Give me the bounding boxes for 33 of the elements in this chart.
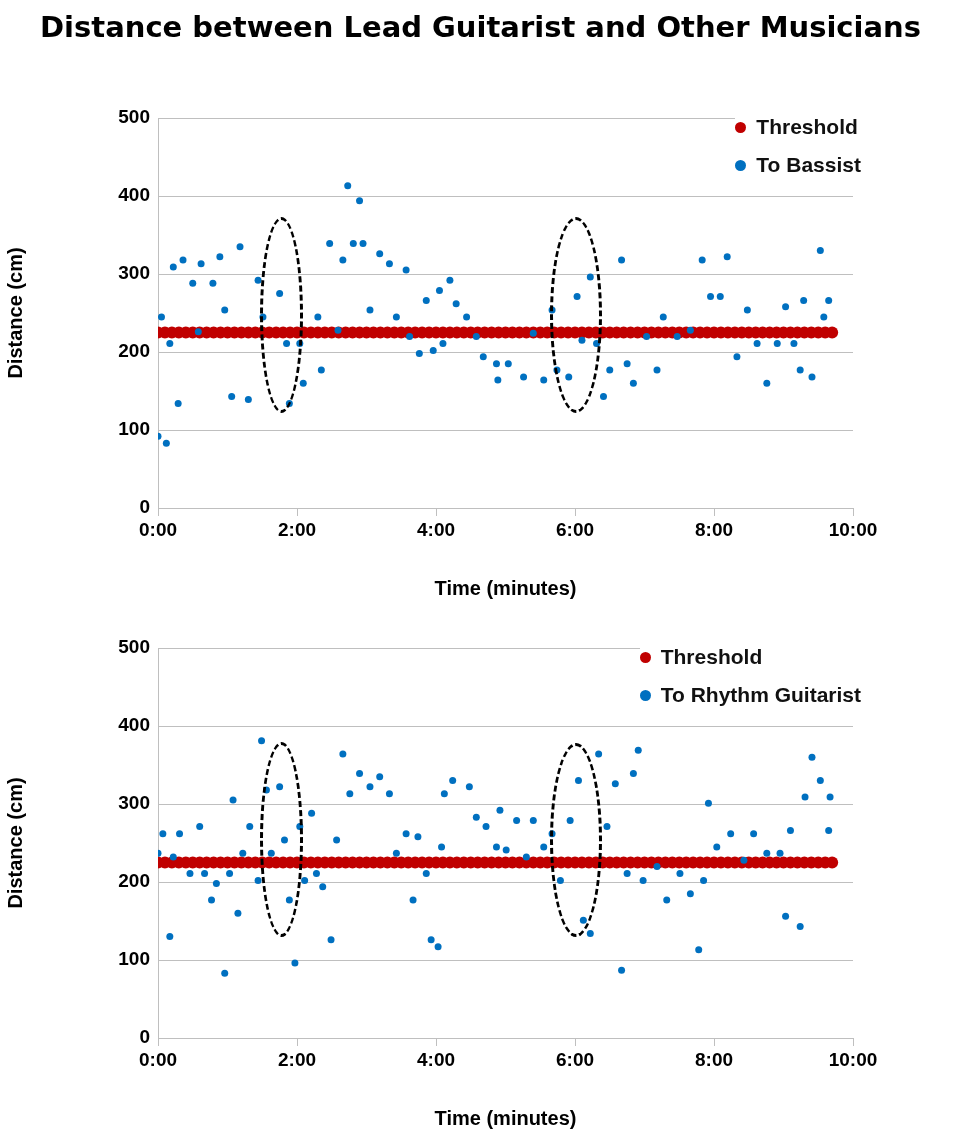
- y-tick-label: 200: [118, 340, 150, 362]
- x-tick-label: 4:00: [416, 518, 456, 540]
- y-tick-label: 100: [118, 948, 150, 970]
- y-tick-label: 200: [118, 870, 150, 892]
- y-tick-label: 0: [139, 1026, 150, 1048]
- y-tick-label: 0: [139, 496, 150, 518]
- x-tick-label: 0:00: [138, 518, 178, 540]
- x-tick-label: 4:00: [416, 1048, 456, 1070]
- x-tick-label: 6:00: [555, 518, 595, 540]
- x-tick-label: 8:00: [694, 1048, 734, 1070]
- x-tick-label: 8:00: [694, 518, 734, 540]
- x-tick-label: 0:00: [138, 1048, 178, 1070]
- chart-title: Distance between Lead Guitarist and Other Musicians: [39, 10, 922, 44]
- legend-label: To Rhythm Guitarist: [660, 683, 861, 707]
- y-tick-label: 500: [118, 106, 150, 128]
- y-tick-label: 300: [118, 262, 150, 284]
- y-tick-label: 500: [118, 636, 150, 658]
- y-tick-label: 100: [118, 418, 150, 440]
- legend-label: To Bassist: [756, 153, 861, 177]
- y-tick-label: 400: [118, 714, 150, 736]
- y-axis-title: Distance (cm): [3, 247, 26, 379]
- x-tick-label: 6:00: [555, 1048, 595, 1070]
- x-tick-label: 10:00: [828, 1048, 878, 1070]
- y-tick-label: 400: [118, 184, 150, 206]
- y-tick-label: 300: [118, 792, 150, 814]
- x-tick-label: 2:00: [277, 1048, 317, 1070]
- x-tick-label: 2:00: [277, 518, 317, 540]
- legend-label: Threshold: [756, 115, 858, 139]
- x-axis-title: Time (minutes): [434, 1106, 577, 1129]
- legend-label: Threshold: [660, 645, 763, 669]
- x-tick-label: 10:00: [828, 518, 878, 540]
- y-axis-title: Distance (cm): [3, 777, 26, 909]
- x-axis-title: Time (minutes): [434, 576, 577, 599]
